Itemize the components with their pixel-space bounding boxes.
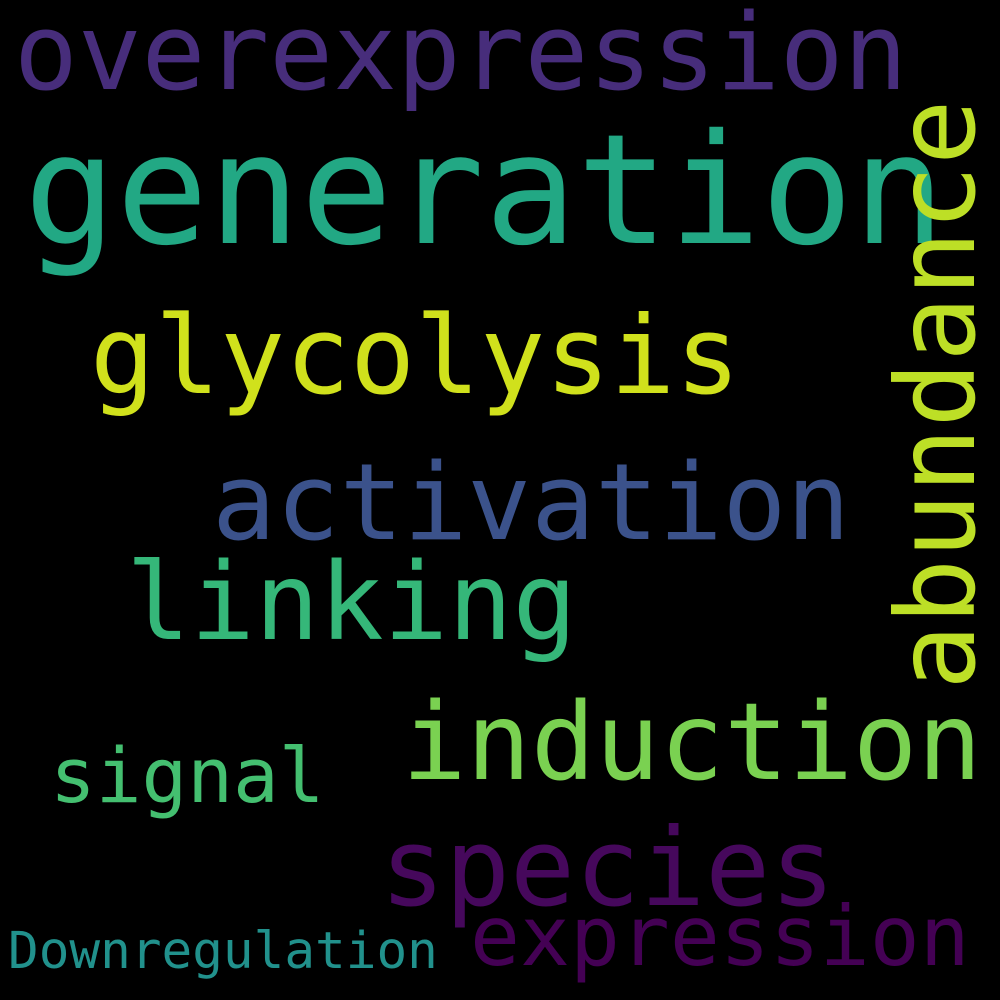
- word-signal: signal: [50, 731, 325, 820]
- word-species: species: [380, 806, 836, 931]
- word-induction: induction: [402, 681, 982, 805]
- word-activation: activation: [212, 441, 851, 564]
- word-generation: generation: [24, 102, 946, 280]
- word-abundance: abundance: [873, 99, 1000, 690]
- word-expression: expression: [470, 888, 970, 985]
- word-linking: linking: [126, 541, 577, 665]
- word-overexpression: overexpression: [14, 0, 908, 114]
- word-glycolysis: glycolysis: [90, 294, 741, 419]
- word-downregulation: Downregulation: [8, 922, 438, 981]
